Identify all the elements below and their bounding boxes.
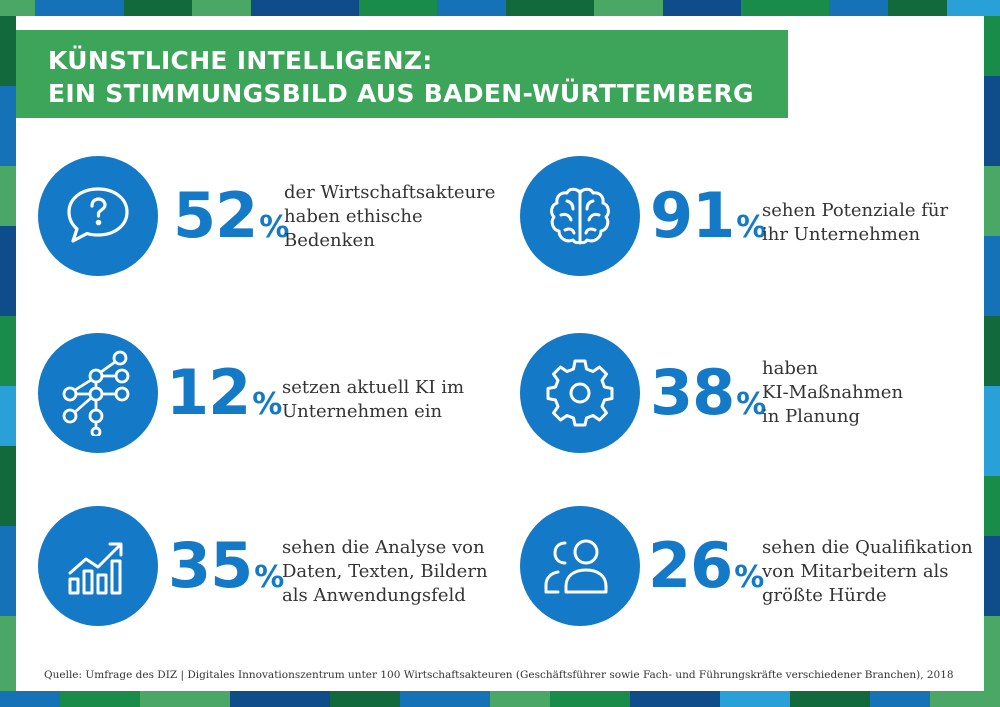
percent-sign: % xyxy=(259,210,290,245)
title-banner: KÜNSTLICHE INTELLIGENZ: EIN STIMMUNGSBIL… xyxy=(16,30,788,118)
decorative-frame-bottom xyxy=(0,691,1000,707)
rising-bar-chart-icon xyxy=(38,506,158,626)
stat-number: 38 xyxy=(650,356,735,429)
description-line: Daten, Texten, Bildern xyxy=(282,561,488,582)
brain-icon xyxy=(520,156,640,276)
source-note: Quelle: Umfrage des DIZ | Digitales Inno… xyxy=(44,669,954,681)
stat-percentage: 26% xyxy=(648,532,764,600)
description-line: setzen aktuell KI im xyxy=(282,377,465,398)
gear-icon xyxy=(520,333,640,453)
stat-qualification: 26% sehen die Qualifikation von Mitarbei… xyxy=(520,506,973,626)
stat-ai-in-use: 12% setzen aktuell KI im Unternehmen ein xyxy=(38,333,498,453)
stat-percentage: 12% xyxy=(166,359,282,427)
stat-description: sehen Potenziale für ihr Unternehmen xyxy=(762,199,948,247)
title-line-2: EIN STIMMUNGSBILD AUS BADEN-WÜRTTEMBERG xyxy=(48,79,754,108)
title-line-1: KÜNSTLICHE INTELLIGENZ: xyxy=(48,46,433,75)
decorative-frame-left xyxy=(0,16,16,691)
stat-number: 26 xyxy=(648,529,733,602)
stat-description: setzen aktuell KI im Unternehmen ein xyxy=(282,376,464,424)
description-line: KI-Maßnahmen xyxy=(762,382,904,403)
people-icon xyxy=(520,506,640,626)
neural-network-icon xyxy=(38,333,158,453)
description-line: haben ethische xyxy=(284,206,423,227)
percent-sign: % xyxy=(734,560,765,595)
description-line: Unternehmen ein xyxy=(282,401,443,422)
percent-sign: % xyxy=(736,387,767,422)
percent-sign: % xyxy=(254,560,285,595)
stat-description: haben KI-Maßnahmen in Planung xyxy=(762,357,903,429)
description-line: sehen die Qualifikation xyxy=(762,537,973,558)
stat-percentage: 91% xyxy=(650,182,766,250)
stat-number: 35 xyxy=(168,529,253,602)
percent-sign: % xyxy=(252,387,283,422)
description-line: als Anwendungsfeld xyxy=(282,585,466,606)
stat-number: 12 xyxy=(166,356,251,429)
stat-ethical-concerns: 52% der Wirtschaftsakteure haben ethisch… xyxy=(38,156,498,276)
stat-percentage: 35% xyxy=(168,532,284,600)
decorative-frame-right xyxy=(984,16,1000,691)
description-line: ihr Unternehmen xyxy=(762,224,921,245)
stat-description: der Wirtschaftsakteure haben ethische Be… xyxy=(284,181,495,253)
stat-ai-planned: 38% haben KI-Maßnahmen in Planung xyxy=(520,333,970,453)
speech-bubble-question-icon xyxy=(38,156,158,276)
description-line: in Planung xyxy=(762,406,860,427)
decorative-frame-top xyxy=(0,0,1000,16)
description-line: sehen die Analyse von xyxy=(282,537,485,558)
stat-percentage: 52% xyxy=(173,182,289,250)
stat-potential: 91% sehen Potenziale für ihr Unternehmen xyxy=(520,156,970,276)
stat-percentage: 38% xyxy=(650,359,766,427)
stat-number: 91 xyxy=(650,179,735,252)
description-line: von Mitarbeitern als xyxy=(762,561,949,582)
stat-data-analysis: 35% sehen die Analyse von Daten, Texten,… xyxy=(38,506,498,626)
description-line: Bedenken xyxy=(284,230,375,251)
stat-number: 52 xyxy=(173,179,258,252)
stat-description: sehen die Qualifikation von Mitarbeitern… xyxy=(762,536,973,608)
stat-description: sehen die Analyse von Daten, Texten, Bil… xyxy=(282,536,488,608)
description-line: haben xyxy=(762,358,819,379)
description-line: der Wirtschaftsakteure xyxy=(284,182,496,203)
description-line: größte Hürde xyxy=(762,585,887,606)
description-line: sehen Potenziale für xyxy=(762,200,949,221)
percent-sign: % xyxy=(736,210,767,245)
